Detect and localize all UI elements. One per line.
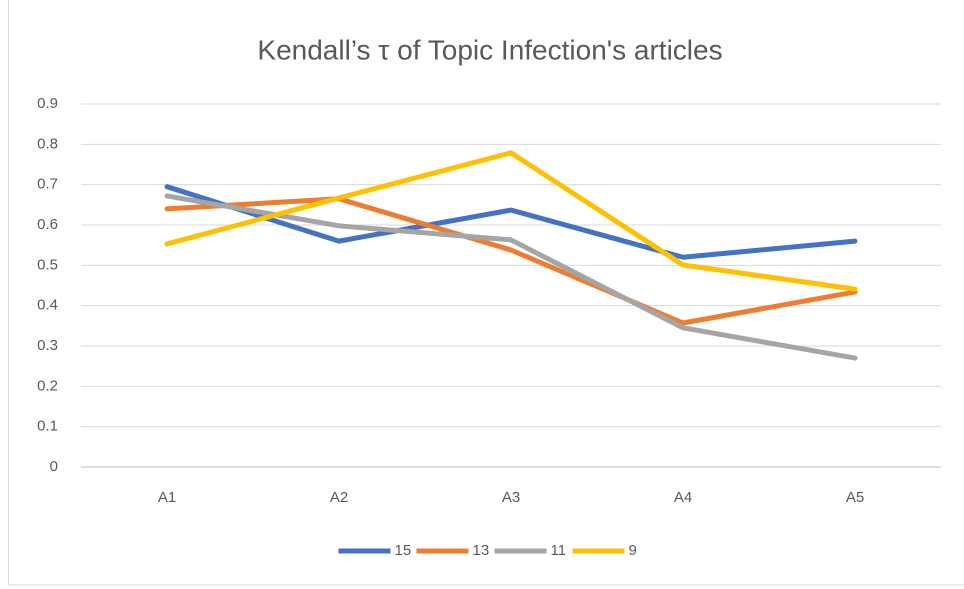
- x-tick-label: A3: [502, 489, 520, 506]
- y-tick-label: 0.8: [37, 135, 58, 152]
- y-tick-label: 0.3: [37, 337, 58, 354]
- x-tick-label: A1: [158, 489, 176, 506]
- y-tick-label: 0.6: [37, 216, 58, 233]
- y-tick-label: 0.7: [37, 176, 58, 193]
- y-tick-label: 0.1: [37, 418, 58, 435]
- legend-label: 13: [473, 542, 490, 559]
- legend-label: 9: [629, 542, 637, 559]
- series-line: [164, 184, 858, 260]
- legend-label: 11: [551, 542, 567, 559]
- y-tick-label: 0.2: [37, 377, 58, 394]
- y-tick-label: 0: [50, 458, 58, 475]
- y-tick-label: 0.4: [37, 297, 58, 314]
- chart-border: [8, 0, 964, 586]
- legend-label: 15: [395, 542, 412, 559]
- y-tick-label: 0.5: [37, 256, 58, 273]
- y-tick-label: 0.9: [37, 95, 58, 112]
- series-line: [164, 150, 858, 292]
- series-line: [164, 196, 858, 326]
- x-tick-label: A2: [330, 489, 348, 506]
- chart-title: Kendall’s τ of Topic Infection's article…: [257, 34, 722, 65]
- x-tick-label: A4: [674, 489, 692, 506]
- x-tick-label: A5: [846, 489, 864, 506]
